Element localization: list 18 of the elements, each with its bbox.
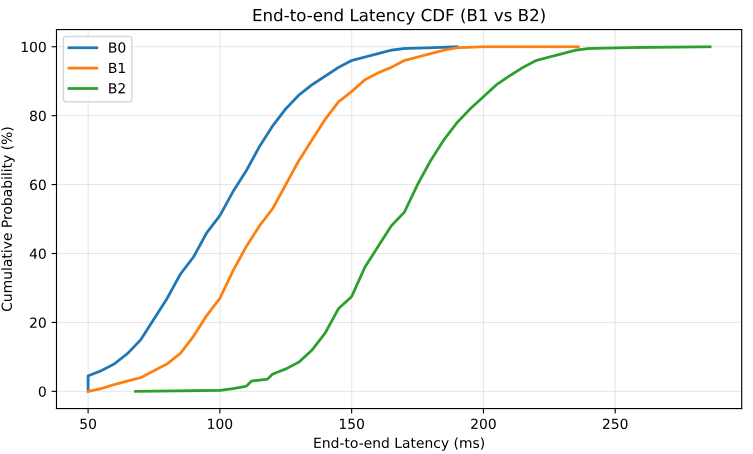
line-series: [134, 45, 712, 393]
legend-label: B2: [109, 83, 125, 94]
y-tick-label: 100: [22, 42, 46, 52]
legend-label: B0: [109, 42, 126, 53]
x-tick-label: 150: [340, 418, 364, 430]
x-tick-label: 250: [602, 418, 628, 430]
x-tick-label: 100: [208, 418, 232, 430]
chart-title: End-to-end Latency CDF (B1 vs B2): [254, 8, 545, 25]
y-tick-label: 60: [30, 180, 46, 190]
y-tick-label: 0: [38, 386, 46, 397]
y-tick-label: 80: [30, 110, 46, 122]
legend-label: B1: [109, 62, 125, 73]
x-tick-label: 50: [80, 418, 96, 430]
y-axis-title: Cumulative Probability (%): [1, 127, 15, 312]
y-tick-label: 40: [30, 248, 46, 259]
y-tick-label: 20: [30, 317, 46, 328]
x-axis-title: End-to-end Latency (ms): [314, 437, 484, 451]
x-tick-label: 200: [471, 418, 496, 430]
